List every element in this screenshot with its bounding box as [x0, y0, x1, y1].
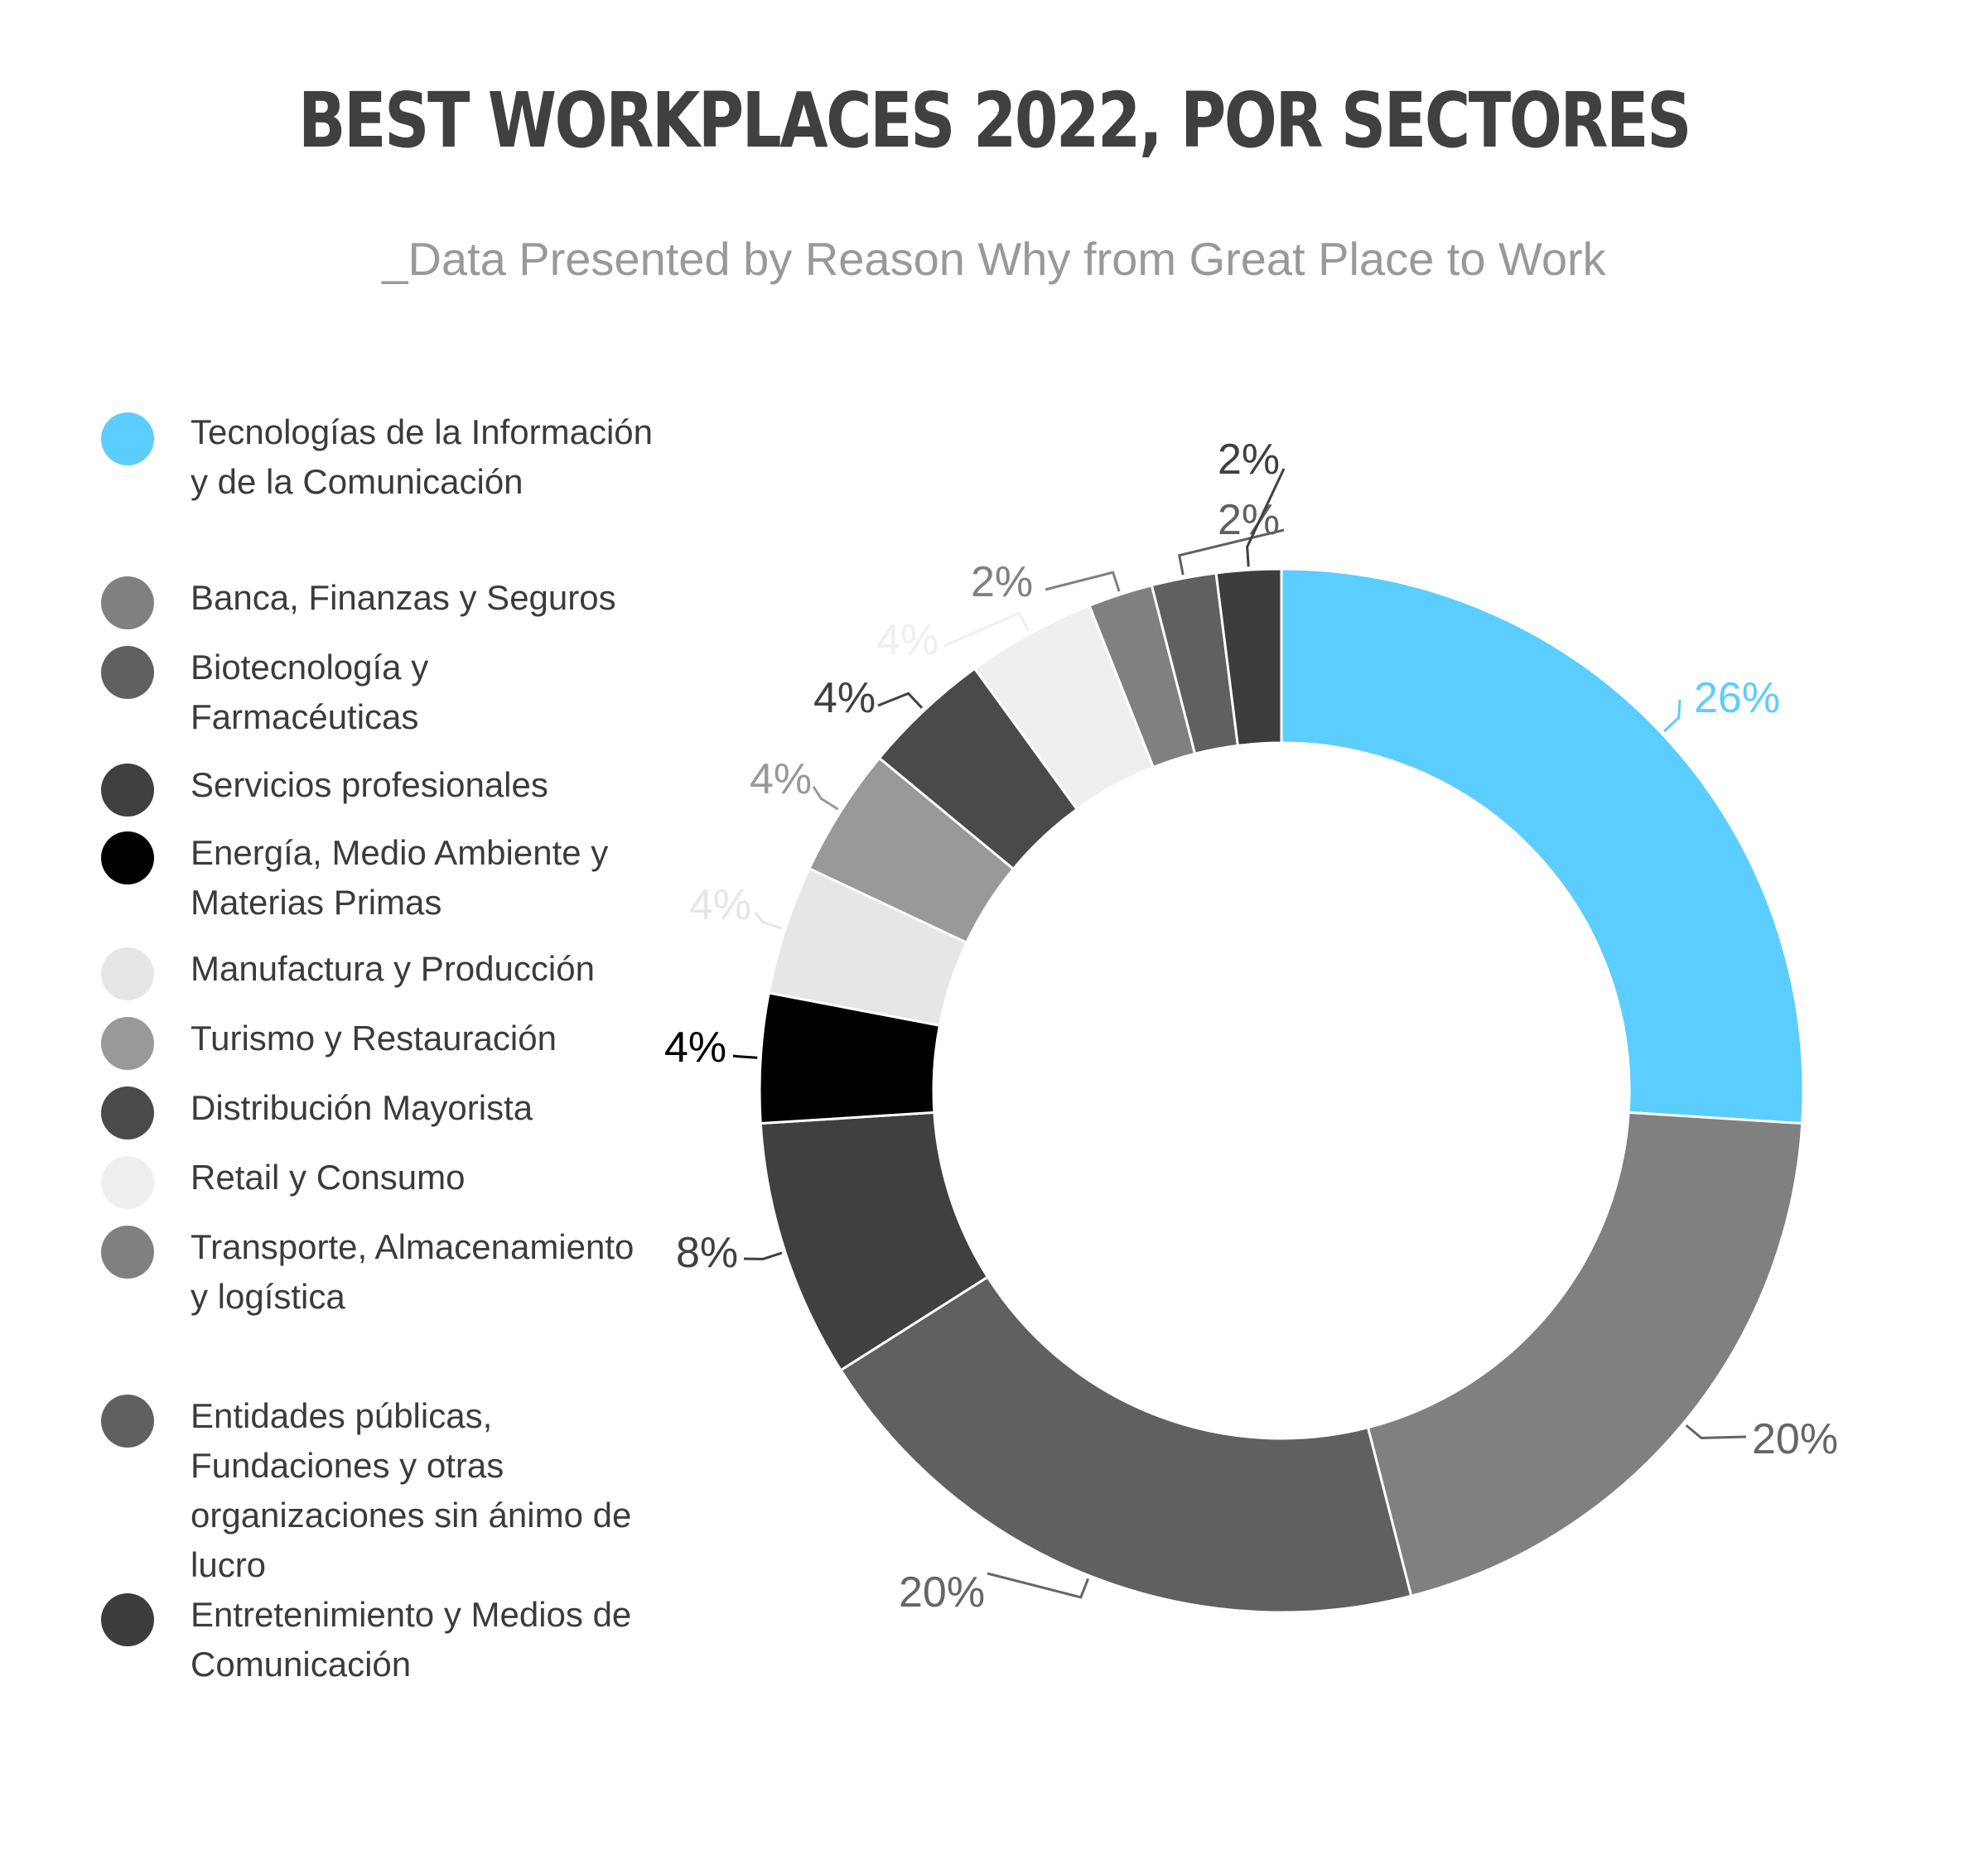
legend-label: Distribución Mayorista — [191, 1088, 533, 1127]
legend-label: Tecnologías de la Información y de la Co… — [191, 412, 653, 501]
leader-line — [943, 611, 1030, 648]
leader-line — [1685, 1424, 1747, 1439]
leader-line — [743, 1251, 783, 1260]
leader-line — [1663, 699, 1682, 733]
data-label: 20% — [899, 1568, 985, 1616]
legend-swatch — [101, 1086, 154, 1140]
leader-line — [1177, 528, 1285, 576]
legend-swatch — [101, 1226, 154, 1279]
legend-swatch — [101, 1156, 154, 1209]
legend-swatch — [101, 412, 154, 465]
legend-swatch — [101, 1593, 154, 1646]
leader-line — [754, 912, 783, 930]
data-label: 4% — [750, 755, 812, 803]
data-label: 4% — [689, 881, 751, 929]
leader-line — [987, 1572, 1090, 1599]
leader-line — [877, 691, 924, 709]
data-label: 2% — [1218, 436, 1280, 484]
legend-label: Retail y Consumo — [191, 1158, 466, 1197]
legend-label: Turismo y Restauración — [191, 1019, 557, 1058]
chart-subtitle: _Data Presented by Reason Why from Great… — [382, 233, 1606, 285]
legend-swatch — [101, 947, 154, 1000]
data-label: 8% — [676, 1229, 738, 1277]
legend-label: Entretenimiento y Medios de Comunicación — [191, 1595, 632, 1684]
legend-label: Energía, Medio Ambiente y Materias Prima… — [191, 833, 609, 922]
leader-line — [1246, 468, 1286, 567]
donut-slice — [1280, 567, 1805, 1125]
legend-swatch — [101, 764, 154, 817]
leader-line — [732, 1054, 758, 1059]
data-label: 20% — [1752, 1415, 1838, 1463]
legend-label: Transporte, Almacenamiento y logística — [191, 1227, 635, 1316]
donut-slice — [1366, 1111, 1804, 1598]
legend-swatch — [101, 1395, 154, 1448]
legend-label: Manufactura y Producción — [191, 949, 595, 988]
data-label: 2% — [1218, 496, 1280, 544]
data-label: 4% — [813, 674, 876, 722]
data-label: 26% — [1694, 674, 1780, 722]
donut-slice — [1214, 567, 1283, 747]
legend-swatch — [101, 1017, 154, 1070]
legend-swatch — [101, 576, 154, 629]
legend-label: Biotecnología y Farmacéuticas — [191, 648, 429, 736]
legend-label: Entidades públicas, Fundaciones y otras … — [191, 1396, 632, 1584]
legend-swatch — [101, 646, 154, 699]
data-label: 2% — [971, 558, 1033, 606]
donut-slice — [838, 1274, 1413, 1614]
legend-label: Servicios profesionales — [191, 765, 548, 804]
data-label: 4% — [876, 616, 939, 664]
legend-swatch — [101, 831, 154, 884]
chart-title: BEST WORKPLACES 2022, POR SECTORES — [297, 76, 1691, 165]
legend-label: Banca, Finanzas y Seguros — [191, 578, 616, 617]
leader-line — [812, 786, 839, 811]
leader-line — [1045, 571, 1121, 592]
data-label: 4% — [664, 1024, 726, 1072]
